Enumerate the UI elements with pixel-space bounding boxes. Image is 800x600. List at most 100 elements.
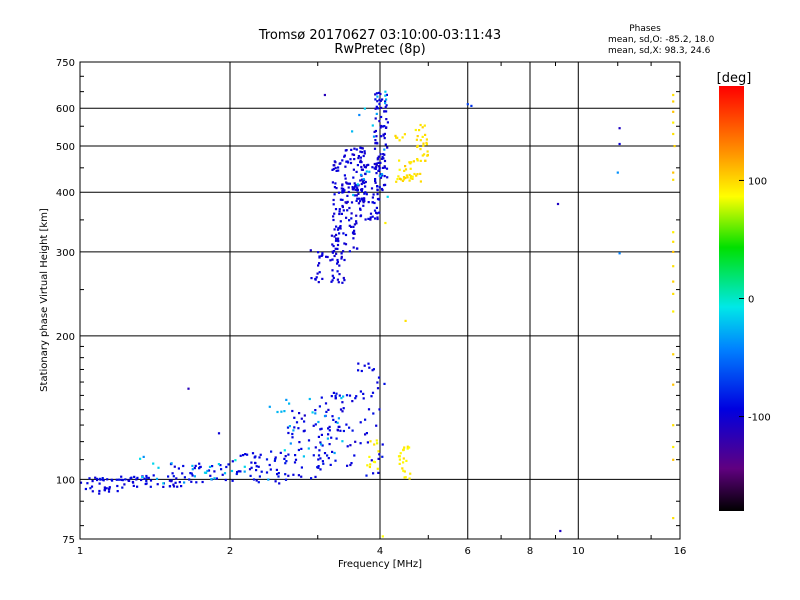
data-point xyxy=(403,446,406,449)
data-point xyxy=(334,166,337,170)
data-point xyxy=(116,490,119,493)
x-axis: 1 2 4 6 8 10 16 xyxy=(77,62,686,557)
data-point xyxy=(291,436,294,439)
data-point xyxy=(419,123,422,127)
data-point xyxy=(345,149,348,152)
data-point xyxy=(378,91,381,94)
data-point xyxy=(293,426,296,429)
y-tick-label: 750 xyxy=(56,58,75,69)
data-point xyxy=(353,223,356,226)
data-point xyxy=(416,144,419,147)
data-point xyxy=(385,167,389,170)
data-point xyxy=(115,478,118,481)
data-point xyxy=(421,126,424,129)
data-point xyxy=(285,460,288,463)
data-point xyxy=(195,481,198,484)
data-point xyxy=(366,441,369,444)
data-point xyxy=(377,376,381,379)
data-point xyxy=(340,252,343,255)
data-point xyxy=(383,110,386,113)
data-point xyxy=(346,182,349,185)
data-point xyxy=(190,472,193,475)
data-point xyxy=(371,166,374,169)
data-point xyxy=(280,410,283,413)
data-point xyxy=(402,469,405,472)
data-point xyxy=(328,443,331,446)
data-point xyxy=(369,440,372,443)
data-point xyxy=(354,397,357,400)
data-point xyxy=(335,437,338,440)
data-point xyxy=(255,469,258,472)
data-point xyxy=(167,475,170,478)
data-point xyxy=(330,234,333,237)
data-point xyxy=(294,458,298,461)
data-point xyxy=(314,446,317,449)
data-point xyxy=(425,138,428,141)
data-point xyxy=(360,197,364,200)
data-point xyxy=(336,278,339,281)
data-point xyxy=(259,453,262,456)
data-point xyxy=(355,148,358,151)
data-point xyxy=(326,454,329,457)
data-point xyxy=(373,443,376,446)
colorbar-label: [deg] xyxy=(717,71,752,86)
data-point xyxy=(672,383,675,386)
data-point xyxy=(367,163,370,166)
data-point xyxy=(399,452,402,455)
data-point xyxy=(187,387,190,390)
data-point xyxy=(423,124,426,127)
data-point xyxy=(361,180,364,183)
data-point xyxy=(338,394,341,397)
data-point xyxy=(362,154,365,158)
data-point xyxy=(616,171,619,174)
data-point xyxy=(357,192,360,195)
data-point xyxy=(618,127,621,130)
data-point xyxy=(380,115,383,119)
data-point xyxy=(329,463,332,466)
data-point xyxy=(173,465,176,468)
data-point xyxy=(140,478,143,482)
data-point xyxy=(302,430,305,433)
data-point xyxy=(346,464,349,467)
data-point xyxy=(359,173,363,176)
data-point xyxy=(145,479,148,482)
data-point xyxy=(181,472,184,475)
data-point xyxy=(152,462,155,465)
data-point xyxy=(425,143,428,146)
data-point xyxy=(323,93,326,97)
data-point xyxy=(308,397,311,401)
phase-legend-x-mode: mean, sd,X: 98.3, 24.6 xyxy=(608,46,711,56)
data-point xyxy=(99,478,102,481)
data-point xyxy=(332,418,335,421)
data-point xyxy=(672,110,675,113)
data-point xyxy=(415,174,418,177)
data-point xyxy=(110,478,113,481)
data-point xyxy=(224,478,227,482)
colorbar-tick-label: 100 xyxy=(748,176,767,187)
data-point xyxy=(91,490,94,493)
data-point xyxy=(213,470,216,473)
data-point xyxy=(276,473,279,476)
data-point xyxy=(386,146,389,149)
data-point xyxy=(107,490,111,493)
data-point xyxy=(172,483,175,486)
data-point xyxy=(672,265,675,268)
data-point xyxy=(424,133,427,136)
data-point xyxy=(323,415,327,418)
data-point xyxy=(376,193,379,196)
data-point xyxy=(371,196,374,199)
data-point xyxy=(398,159,401,162)
data-point xyxy=(337,281,340,284)
data-point xyxy=(334,420,337,424)
data-point xyxy=(352,193,355,197)
data-point xyxy=(79,481,83,484)
data-point xyxy=(293,461,297,464)
data-point xyxy=(331,250,334,253)
data-point xyxy=(354,440,357,443)
data-point xyxy=(205,471,208,474)
data-point xyxy=(144,482,147,486)
data-point xyxy=(402,176,406,179)
data-point xyxy=(341,184,344,187)
data-point xyxy=(368,465,371,469)
data-point xyxy=(364,418,367,421)
